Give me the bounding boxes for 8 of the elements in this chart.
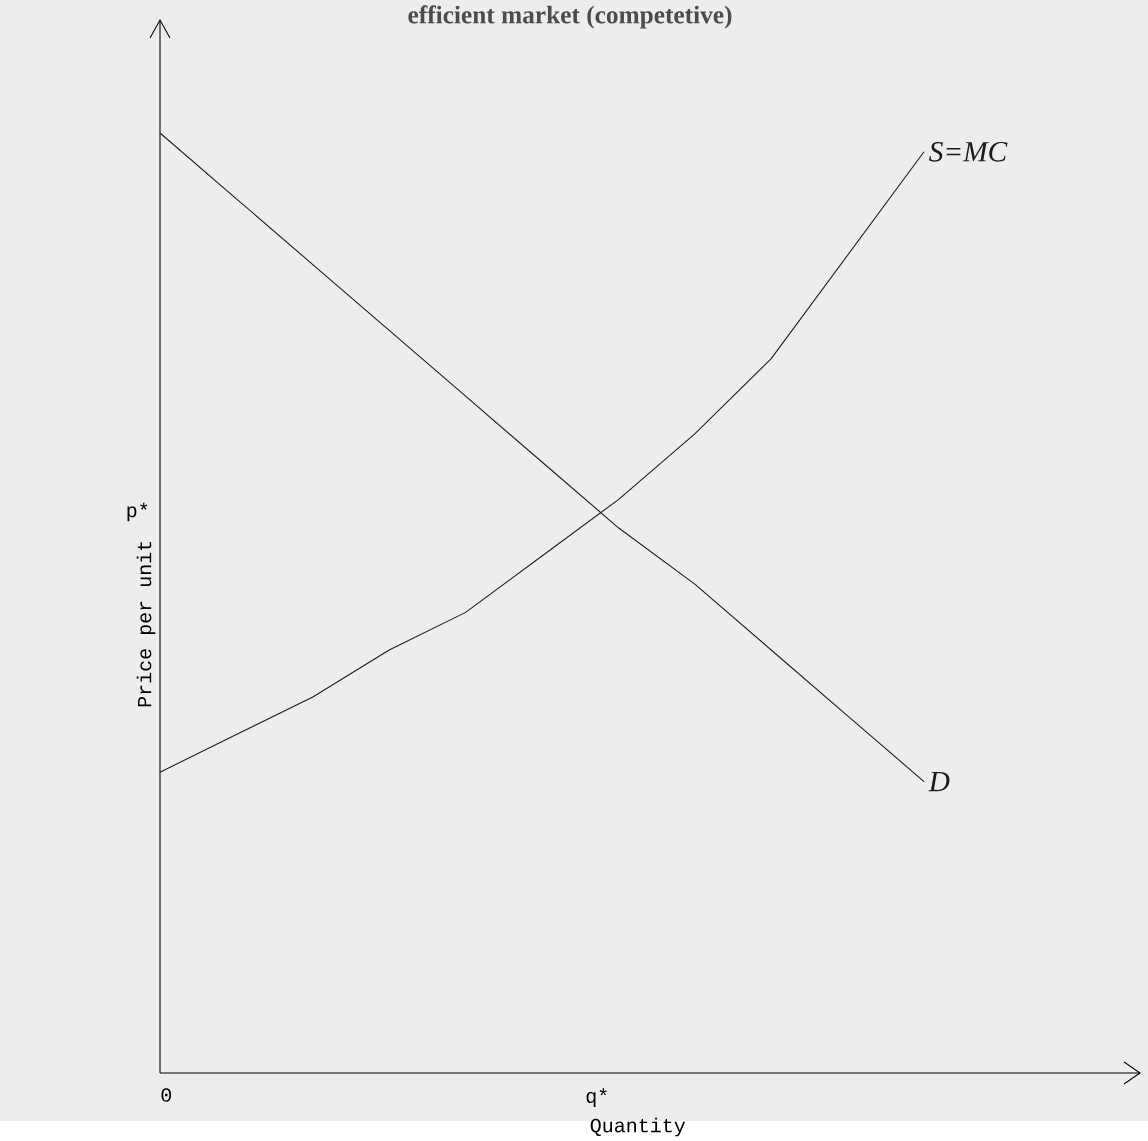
series-label: S=MC — [929, 142, 1008, 162]
y-axis-title: Price per unit — [136, 542, 156, 707]
chart-title: efficient market (competetive) — [408, 5, 732, 29]
text: q* — [586, 1088, 607, 1107]
x-axis-title: Quantity — [590, 1117, 686, 1137]
series-label: D — [928, 772, 950, 792]
annotation: p* — [127, 502, 148, 522]
text: 0 — [161, 1088, 172, 1102]
